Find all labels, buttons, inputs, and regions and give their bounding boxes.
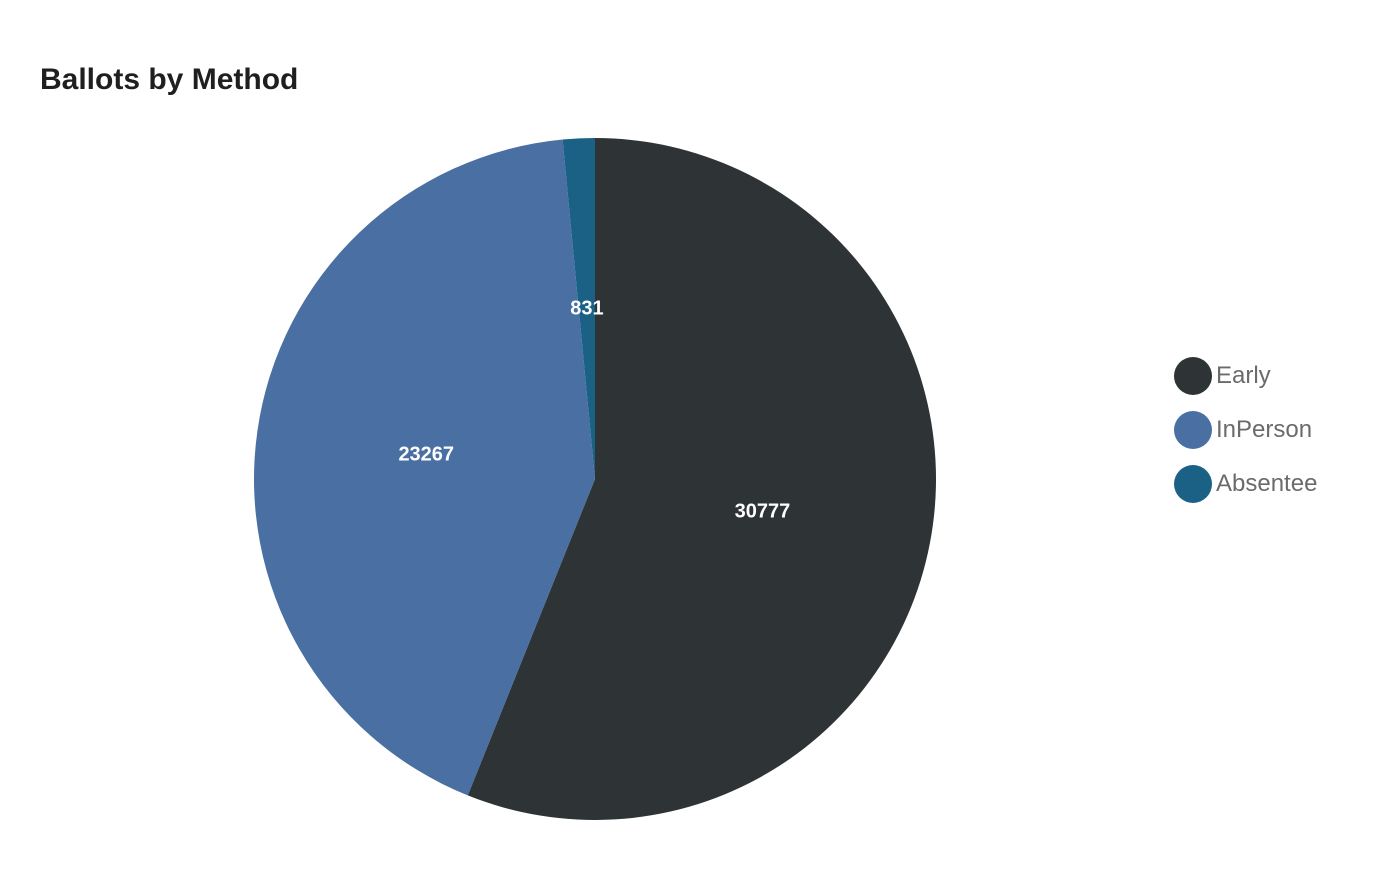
- pie-slice-absentee: [562, 138, 595, 479]
- chart-title: Ballots by Method: [40, 63, 299, 96]
- legend-label-absentee: Absentee: [1216, 470, 1318, 497]
- legend-label-inperson: InPerson: [1216, 416, 1313, 443]
- legend: Early InPerson Absentee: [1174, 357, 1317, 503]
- pie-slices: [254, 138, 937, 820]
- slice-label-inperson: 23267: [398, 444, 454, 466]
- pie-slice-inperson: [254, 139, 595, 796]
- legend-swatch-inperson: [1174, 411, 1212, 449]
- pie-slice-early: [467, 138, 937, 820]
- legend-swatch-absentee: [1174, 465, 1212, 503]
- slice-label-absentee: 831: [570, 298, 603, 320]
- slice-labels: 30777 23267 831: [398, 298, 790, 523]
- legend-item-early: Early: [1174, 357, 1317, 395]
- legend-label-early: Early: [1216, 362, 1271, 389]
- legend-item-inperson: InPerson: [1174, 411, 1317, 449]
- legend-swatch-early: [1174, 357, 1212, 395]
- legend-item-absentee: Absentee: [1174, 465, 1317, 503]
- slice-label-early: 30777: [735, 500, 791, 522]
